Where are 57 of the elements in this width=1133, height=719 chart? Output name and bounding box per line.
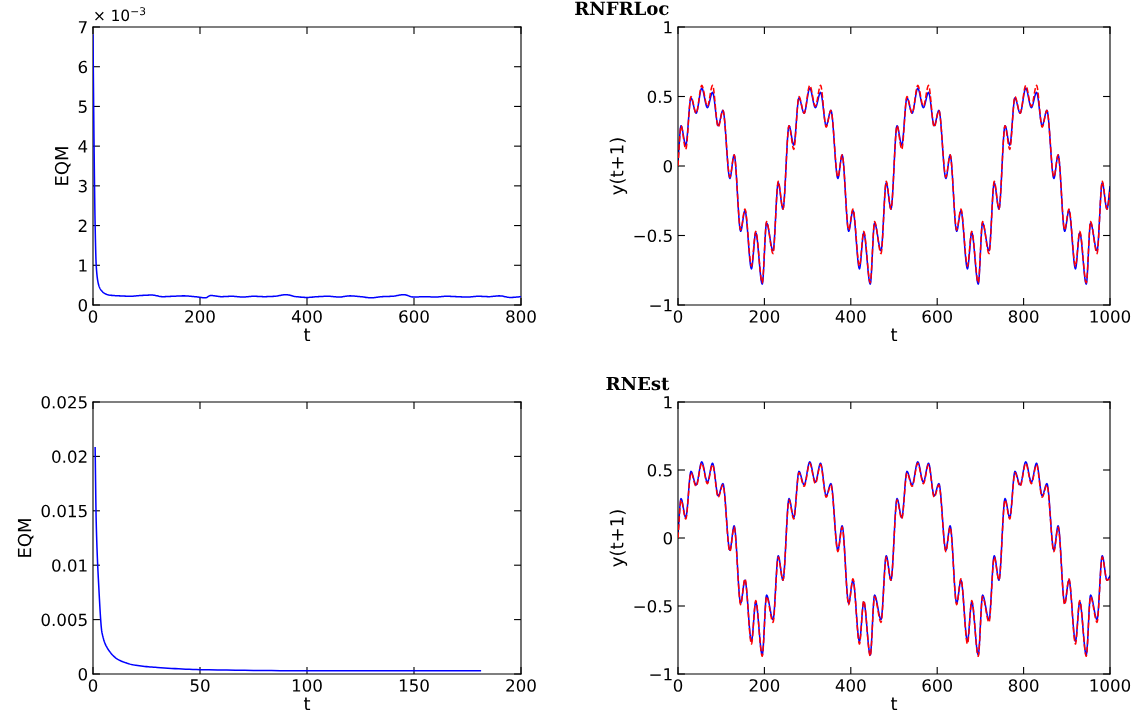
y-tick-label: 0.025 <box>41 395 87 409</box>
y-tick-label: −1 <box>650 299 672 312</box>
y-tick-label: 0.02 <box>52 450 87 463</box>
x-tick-label: 150 <box>399 679 429 692</box>
x-tick-label: 200 <box>749 310 780 323</box>
x-axis-title: t <box>303 328 311 342</box>
y-tick-label: −1 <box>650 668 672 681</box>
chart-title: RNEst <box>606 376 670 391</box>
x-tick-label: 0 <box>673 310 683 323</box>
x-axis-title: t <box>303 697 311 711</box>
x-tick-label: 200 <box>185 310 215 323</box>
y-tick-label: 0.015 <box>41 504 87 518</box>
y-tick-label: 0 <box>78 667 88 681</box>
x-tick-label: 400 <box>291 310 322 323</box>
y-tick-label: 1 <box>79 259 87 272</box>
y-axis-title: y(t+1) <box>609 138 628 195</box>
x-tick-label: 200 <box>506 679 536 692</box>
y-tick-label: 7 <box>78 21 87 34</box>
y-axis-title: y(t+1) <box>609 510 628 567</box>
y-tick-label: 1 <box>664 396 672 409</box>
x-tick-label: 800 <box>1008 310 1039 323</box>
x-tick-label: 600 <box>922 679 952 692</box>
x-tick-label: 0 <box>673 679 683 692</box>
y-tick-label: 0 <box>663 531 673 545</box>
x-tick-label: 400 <box>835 679 866 692</box>
x-tick-label: 600 <box>399 310 429 323</box>
x-tick-label: 1000 <box>1090 679 1131 692</box>
y-tick-label: 0.01 <box>52 559 87 572</box>
y-tick-label: 3 <box>78 179 87 193</box>
x-axis-title: t <box>890 697 898 711</box>
y-tick-label: 1 <box>664 21 672 34</box>
x-axis-title: t <box>890 328 898 342</box>
x-tick-label: 400 <box>835 310 866 323</box>
x-tick-label: 100 <box>292 679 322 692</box>
y-axis-title: EQM <box>54 147 71 185</box>
y-axis-title: EQM <box>17 519 34 557</box>
y-tick-label: 5 <box>78 100 87 113</box>
y-tick-label: −0.5 <box>634 599 672 613</box>
x-tick-label: 0 <box>88 310 98 323</box>
x-tick-label: 800 <box>1008 679 1039 692</box>
x-tick-label: 200 <box>749 679 780 692</box>
text: × 10$^{−3}$ <box>95 7 146 22</box>
y-tick-label: 0.5 <box>647 90 672 104</box>
y-tick-label: 0.5 <box>647 463 672 477</box>
y-tick-label: 4 <box>78 140 88 153</box>
x-tick-label: 800 <box>506 310 536 323</box>
y-tick-label: 0.005 <box>41 613 87 627</box>
y-tick-label: 0 <box>663 159 673 173</box>
x-tick-label: 1000 <box>1090 310 1131 323</box>
x-tick-label: 600 <box>922 310 952 323</box>
y-tick-label: 2 <box>78 219 87 232</box>
chart-title: RNFRLoc <box>575 1 669 16</box>
y-tick-label: 6 <box>78 60 88 74</box>
y-tick-label: −0.5 <box>634 229 672 243</box>
y-tick-label: 0 <box>78 298 88 312</box>
x-tick-label: 0 <box>88 679 98 692</box>
x-tick-label: 50 <box>190 679 210 692</box>
